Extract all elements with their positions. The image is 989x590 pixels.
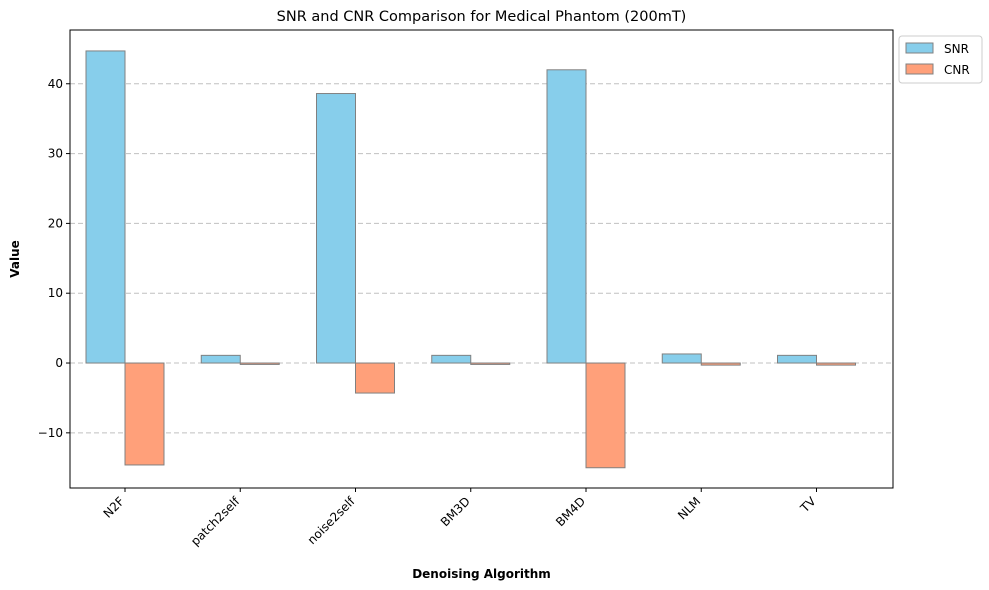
y-tick-label: 30 bbox=[48, 147, 63, 161]
bar-cnr-tv bbox=[816, 362, 856, 366]
plot-frame bbox=[69, 29, 894, 489]
y-axis-ticks: −10 0 10 20 30 40 bbox=[38, 77, 70, 440]
y-tick-label: 0 bbox=[55, 356, 63, 370]
legend: SNR CNR bbox=[898, 35, 983, 84]
bar-snr-patch2self bbox=[200, 354, 241, 364]
x-axis-label: Denoising Algorithm bbox=[412, 567, 551, 581]
bar-cnr-bm3d bbox=[470, 362, 511, 365]
bar-cnr-bm4d bbox=[585, 362, 626, 469]
bar-cnr-noise2self bbox=[355, 362, 395, 394]
y-tick-label: 20 bbox=[48, 216, 63, 230]
y-axis-label: Value bbox=[8, 240, 22, 278]
bar-cnr-n2f bbox=[124, 362, 165, 466]
bar-cnr-patch2self bbox=[239, 362, 280, 365]
bar-snr-bm4d bbox=[546, 69, 587, 364]
bar-snr-tv bbox=[777, 354, 817, 364]
legend-swatch-snr bbox=[905, 42, 934, 54]
legend-label-cnr: CNR bbox=[944, 63, 970, 77]
bar-snr-nlm bbox=[661, 353, 702, 364]
legend-swatch-cnr bbox=[905, 63, 934, 75]
y-tick-label: 40 bbox=[48, 77, 63, 91]
bar-snr-n2f bbox=[85, 50, 126, 364]
bar-cnr-nlm bbox=[700, 362, 741, 366]
y-tick-label: −10 bbox=[38, 426, 63, 440]
bar-snr-bm3d bbox=[431, 354, 472, 364]
y-tick-label: 10 bbox=[48, 286, 63, 300]
chart-title: SNR and CNR Comparison for Medical Phant… bbox=[277, 9, 687, 25]
bars bbox=[85, 50, 856, 469]
bar-snr-noise2self bbox=[316, 93, 356, 364]
legend-label-snr: SNR bbox=[944, 42, 969, 56]
